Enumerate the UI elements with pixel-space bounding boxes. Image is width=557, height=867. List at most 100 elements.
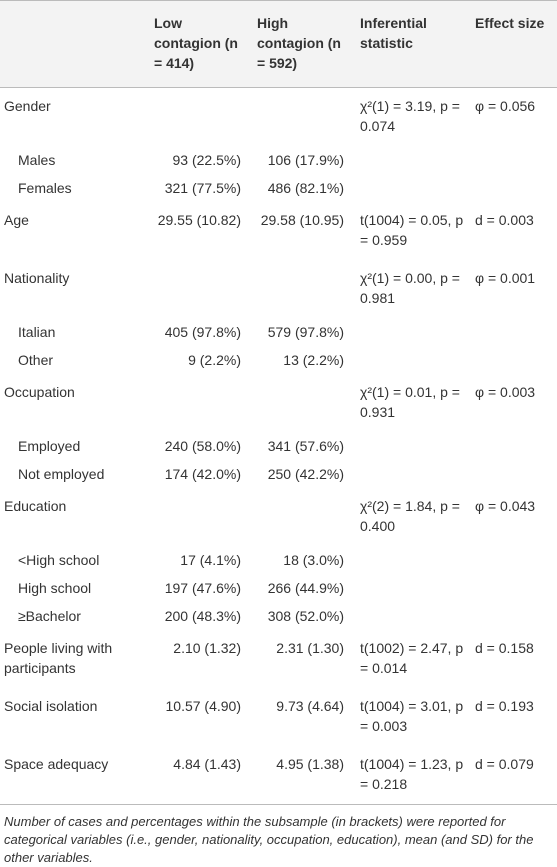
item-row: Employed 240 (58.0%) 341 (57.6%) (0, 432, 557, 460)
low-cell: 321 (77.5%) (164, 180, 241, 196)
effect-cell (471, 146, 557, 174)
footnote: Number of cases and percentages within t… (4, 814, 534, 865)
effect-cell: φ = 0.001 (475, 270, 536, 286)
effect-cell (471, 602, 557, 630)
low-cell: 9 (2.2%) (188, 352, 241, 368)
high-cell: 2.31 (1.30) (276, 640, 344, 656)
effect-cell (471, 460, 557, 488)
stat-cell (356, 174, 471, 202)
stat-cell: t(1004) = 3.01, p = 0.003 (360, 698, 464, 734)
row-label: Other (18, 352, 54, 368)
effect-cell (471, 432, 557, 460)
stat-cell: t(1004) = 0.05, p = 0.959 (360, 212, 464, 248)
effect-cell (471, 318, 557, 346)
stat-cell (356, 146, 471, 174)
low-cell (150, 88, 253, 147)
row-label: Males (18, 152, 56, 168)
high-cell: 250 (42.2%) (267, 466, 344, 482)
row-label: Gender (4, 98, 51, 114)
high-cell: 18 (3.0%) (283, 552, 344, 568)
low-cell: 2.10 (1.32) (173, 640, 241, 656)
stat-cell: t(1002) = 2.47, p = 0.014 (360, 640, 464, 676)
row-label: Social isolation (4, 698, 98, 714)
item-row: Not employed 174 (42.0%) 250 (42.2%) (0, 460, 557, 488)
group-row: Space adequacy 4.84 (1.43) 4.95 (1.38) t(10… (0, 746, 557, 805)
stat-cell (356, 546, 471, 574)
effect-cell (471, 346, 557, 374)
effect-cell: d = 0.158 (475, 640, 534, 656)
stat-cell: χ²(1) = 0.00, p = 0.981 (360, 270, 460, 306)
stat-cell (356, 602, 471, 630)
high-cell: 29.58 (10.95) (260, 212, 344, 228)
row-label: Employed (18, 438, 81, 454)
group-row: Age 29.55 (10.82) 29.58 (10.95) t(1004) = 0… (0, 202, 557, 260)
effect-cell: φ = 0.003 (475, 384, 536, 400)
low-cell: 405 (97.8%) (164, 324, 241, 340)
high-cell: 308 (52.0%) (267, 608, 344, 624)
row-label: Age (4, 212, 29, 228)
table-header: Low contagion (n = 414) High contagion (n… (0, 0, 557, 88)
high-cell: 266 (44.9%) (267, 580, 344, 596)
low-cell: 17 (4.1%) (180, 552, 241, 568)
low-cell: 93 (22.5%) (172, 152, 241, 168)
row-label: <High school (18, 552, 100, 568)
item-row: Italian 405 (97.8%) 579 (97.8%) (0, 318, 557, 346)
row-label: ≥Bachelor (18, 608, 81, 624)
stat-cell (356, 432, 471, 460)
item-row: Males 93 (22.5%) 106 (17.9%) (0, 146, 557, 174)
low-cell: 240 (58.0%) (164, 438, 241, 454)
effect-cell: φ = 0.043 (475, 498, 536, 514)
low-cell: 200 (48.3%) (164, 608, 241, 624)
item-row: ≥Bachelor 200 (48.3%) 308 (52.0%) (0, 602, 557, 630)
stat-cell: χ²(1) = 0.01, p = 0.931 (360, 384, 460, 420)
stat-cell (356, 318, 471, 346)
row-label: Education (4, 498, 67, 514)
group-row: Social isolation 10.57 (4.90) 9.73 (4.64) t… (0, 688, 557, 746)
stat-cell (356, 460, 471, 488)
high-cell: 341 (57.6%) (267, 438, 344, 454)
row-label: High school (18, 580, 92, 596)
high-cell (253, 374, 356, 432)
stat-cell (356, 346, 471, 374)
effect-cell (471, 574, 557, 602)
column-header: Effect size (471, 0, 557, 88)
high-cell: 106 (17.9%) (267, 152, 344, 168)
high-cell (253, 260, 356, 318)
effect-cell: d = 0.003 (475, 212, 534, 228)
high-cell (253, 88, 356, 147)
low-cell: 10.57 (4.90) (165, 698, 242, 714)
stat-cell: t(1004) = 1.23, p = 0.218 (356, 746, 471, 805)
effect-cell: φ = 0.056 (475, 98, 536, 114)
stat-cell: χ²(2) = 1.84, p = 0.400 (360, 498, 460, 534)
effect-cell: d = 0.193 (475, 698, 534, 714)
row-label: Not employed (18, 466, 105, 482)
row-label: Italian (18, 324, 56, 340)
table-body: Gender χ²(1) = 3.19, p = 0.074 φ = 0.056 Ma… (0, 88, 557, 805)
high-cell: 486 (82.1%) (267, 180, 344, 196)
low-cell: 29.55 (10.82) (157, 212, 241, 228)
stat-cell: χ²(1) = 3.19, p = 0.074 (360, 98, 460, 134)
effect-cell (471, 174, 557, 202)
row-label: Females (18, 180, 72, 196)
group-row: Education χ²(2) = 1.84, p = 0.400 φ = 0.04… (0, 488, 557, 546)
row-label: Space adequacy (0, 746, 150, 805)
column-header: Low contagion (n = 414) (150, 0, 253, 88)
row-label: Occupation (4, 384, 75, 400)
low-cell (150, 374, 253, 432)
column-header: Inferential statistic (356, 0, 471, 88)
row-label: People living with participants (4, 640, 113, 676)
item-row: Females 321 (77.5%) 486 (82.1%) (0, 174, 557, 202)
low-cell: 174 (42.0%) (164, 466, 241, 482)
low-cell: 4.84 (1.43) (150, 746, 253, 805)
item-row: Other 9 (2.2%) 13 (2.2%) (0, 346, 557, 374)
column-header: High contagion (n = 592) (253, 0, 356, 88)
column-header (0, 0, 150, 88)
stat-cell (356, 574, 471, 602)
effect-cell: d = 0.079 (471, 746, 557, 805)
item-row: High school 197 (47.6%) 266 (44.9%) (0, 574, 557, 602)
high-cell: 9.73 (4.64) (276, 698, 344, 714)
low-cell (150, 260, 253, 318)
group-row: Nationality χ²(1) = 0.00, p = 0.981 φ = 0.… (0, 260, 557, 318)
header-row: Low contagion (n = 414) High contagion (n… (0, 0, 557, 88)
